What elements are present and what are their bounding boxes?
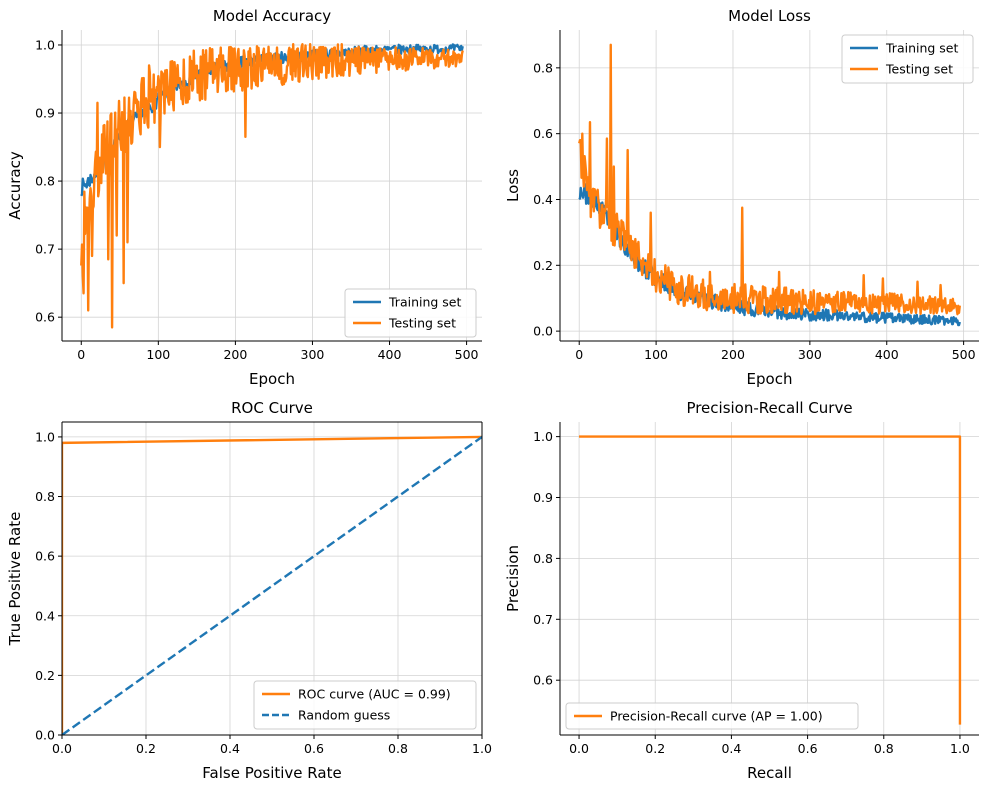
- y-tick-label: 0.8: [35, 174, 55, 189]
- series-group: [578, 43, 961, 327]
- y-axis-label: True Positive Rate: [6, 512, 24, 647]
- chart-title: Precision-Recall Curve: [686, 399, 852, 417]
- x-tick-label: 0.2: [645, 741, 665, 756]
- x-tick-label: 1.0: [472, 741, 492, 756]
- chart-title: ROC Curve: [231, 399, 313, 417]
- chart-loss: 0 100 200 300 400 500 0.0 0.2 0.4 0.6 0.8 Model Los…: [504, 7, 979, 388]
- y-tick-label: 1.0: [35, 37, 55, 52]
- legend-label: Precision-Recall curve (AP = 1.00): [610, 709, 823, 724]
- y-tick-label: 0.2: [533, 258, 553, 273]
- series-line-testing-set: [578, 43, 961, 316]
- series-line-random-guess: [62, 435, 482, 735]
- chart-roc: 0.0 0.2 0.4 0.6 0.8 1.0 0.0 0.2 0.4 0.6 0.8 1.0 ROC …: [6, 399, 492, 782]
- y-tick-label: 0.4: [35, 608, 55, 623]
- x-tick-label: 100: [146, 347, 170, 362]
- y-tick-label: 0.2: [35, 668, 55, 683]
- x-tick-label: 0.4: [721, 741, 741, 756]
- y-tick-label: 0.7: [35, 242, 55, 257]
- y-tick-label: 0.6: [533, 673, 553, 688]
- legend: ROC curve (AUC = 0.99) Random guess: [253, 680, 477, 730]
- x-tick-label: 300: [798, 347, 822, 362]
- x-tick-label: 0: [575, 347, 583, 362]
- series-group: [579, 435, 962, 725]
- y-tick-label: 0.0: [35, 728, 55, 743]
- x-tick-label: 500: [455, 347, 479, 362]
- y-tick-label: 0.6: [35, 549, 55, 564]
- y-tick-label: 0.9: [533, 490, 553, 505]
- series-group: [62, 435, 482, 735]
- legend-label: Testing set: [885, 62, 953, 77]
- x-axis-label: Epoch: [249, 370, 295, 388]
- y-tick-label: 0.9: [35, 106, 55, 121]
- x-tick-label: 0.8: [388, 741, 408, 756]
- x-tick-label: 400: [875, 347, 899, 362]
- x-tick-label: 0.0: [569, 741, 589, 756]
- y-tick-label: 1.0: [35, 429, 55, 444]
- series-group: [80, 43, 464, 329]
- y-tick-label: 0.7: [533, 612, 553, 627]
- x-tick-label: 0.0: [52, 741, 72, 756]
- x-tick-label: 200: [223, 347, 247, 362]
- y-tick-label: 0.4: [533, 192, 553, 207]
- x-tick-label: 200: [721, 347, 745, 362]
- legend-box: [565, 702, 859, 730]
- y-tick-label: 0.6: [533, 126, 553, 141]
- y-tick-label: 0.6: [35, 310, 55, 325]
- x-tick-label: 0.2: [136, 741, 156, 756]
- y-tick-label: 0.8: [35, 489, 55, 504]
- y-tick-label: 0.8: [533, 60, 553, 75]
- x-axis-label: Epoch: [747, 370, 793, 388]
- y-tick-label: 0.8: [533, 551, 553, 566]
- chart-title: Model Accuracy: [213, 7, 331, 25]
- y-tick-label: 0.0: [533, 324, 553, 339]
- legend-label: Training set: [885, 41, 958, 56]
- legend-label: Random guess: [298, 708, 390, 723]
- x-axis-label: False Positive Rate: [202, 764, 341, 782]
- legend-label: Training set: [388, 295, 461, 310]
- x-tick-label: 0.4: [220, 741, 240, 756]
- legend: Precision-Recall curve (AP = 1.00): [565, 702, 859, 730]
- legend-box: [253, 680, 477, 730]
- x-tick-label: 0.6: [304, 741, 324, 756]
- legend-label: ROC curve (AUC = 0.99): [298, 687, 451, 702]
- legend: Training set Testing set: [841, 34, 974, 84]
- x-tick-label: 400: [378, 347, 402, 362]
- y-axis-label: Accuracy: [6, 151, 24, 220]
- x-tick-label: 100: [644, 347, 668, 362]
- y-axis-label: Loss: [504, 169, 522, 202]
- chart-title: Model Loss: [728, 7, 811, 25]
- chart-pr: 0.0 0.2 0.4 0.6 0.8 1.0 0.6 0.7 0.8 0.9 1.0 Precisi…: [504, 399, 979, 782]
- series-line-roc-curve-auc-0-99: [62, 435, 482, 735]
- x-axis-label: Recall: [747, 764, 792, 782]
- legend-label: Testing set: [388, 316, 456, 331]
- x-tick-label: 0.6: [798, 741, 818, 756]
- y-tick-label: 1.0: [533, 429, 553, 444]
- x-tick-label: 300: [301, 347, 325, 362]
- x-tick-label: 500: [952, 347, 976, 362]
- x-tick-label: 0: [77, 347, 85, 362]
- series-line-precision-recall-curve-ap-1-00: [579, 435, 962, 725]
- chart-accuracy: 0 100 200 300 400 500 0.6 0.7 0.8 0.9 1.0 Model Acc…: [6, 7, 482, 388]
- series-line-testing-set: [80, 43, 464, 329]
- legend: Training set Testing set: [344, 288, 477, 338]
- x-tick-label: 0.8: [874, 741, 894, 756]
- y-axis-label: Precision: [504, 545, 522, 612]
- x-tick-label: 1.0: [950, 741, 970, 756]
